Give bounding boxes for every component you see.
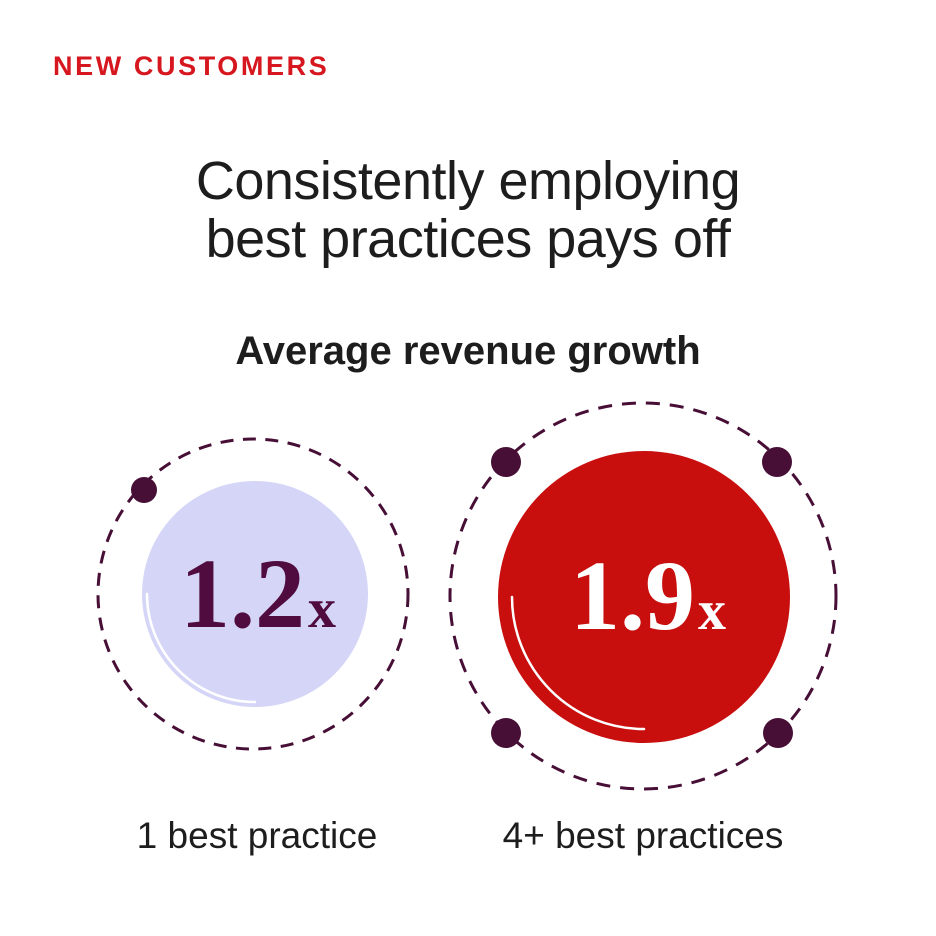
chart-title-line-1: Consistently employing [195, 151, 741, 211]
chart-title: Consistently employing best practices pay… [0, 152, 936, 268]
bubble-right-orbit-dot-bottom-left [491, 718, 521, 748]
bubble-right-orbit-dot-top-left [491, 447, 521, 477]
bubble-right-orbit-dot-top-right [762, 447, 792, 477]
bubble-left-dashed-ring [96, 437, 410, 751]
eyebrow-label: NEW CUSTOMERS [53, 51, 330, 81]
bubble-right-fill-circle [498, 451, 790, 743]
bubble-right-value-number: 1.9 [570, 540, 695, 651]
bubble-left-value-suffix: x [308, 578, 336, 640]
bubble-right-dashed-ring [448, 401, 838, 791]
bubble-right-orbit-dot-bottom-right [763, 718, 793, 748]
chart-subtitle: Average revenue growth [235, 329, 701, 373]
bubble-left-highlight-arc [145, 592, 257, 704]
bubble-left-fill-circle [142, 481, 368, 707]
bubble-right-value-suffix: x [698, 580, 726, 642]
bubble-left-category-label: 1 best practice [136, 815, 378, 856]
bubble-right-category-label: 4+ best practices [502, 815, 784, 856]
chart-title-line-2: best practices pays off [205, 209, 731, 269]
bubble-right-value: 1.9x [570, 546, 726, 646]
bubble-left-value: 1.2x [180, 544, 336, 644]
bubble-left-value-number: 1.2 [180, 538, 305, 649]
bubble-right-highlight-arc [510, 595, 646, 731]
bubble-left-orbit-dot [131, 477, 157, 503]
